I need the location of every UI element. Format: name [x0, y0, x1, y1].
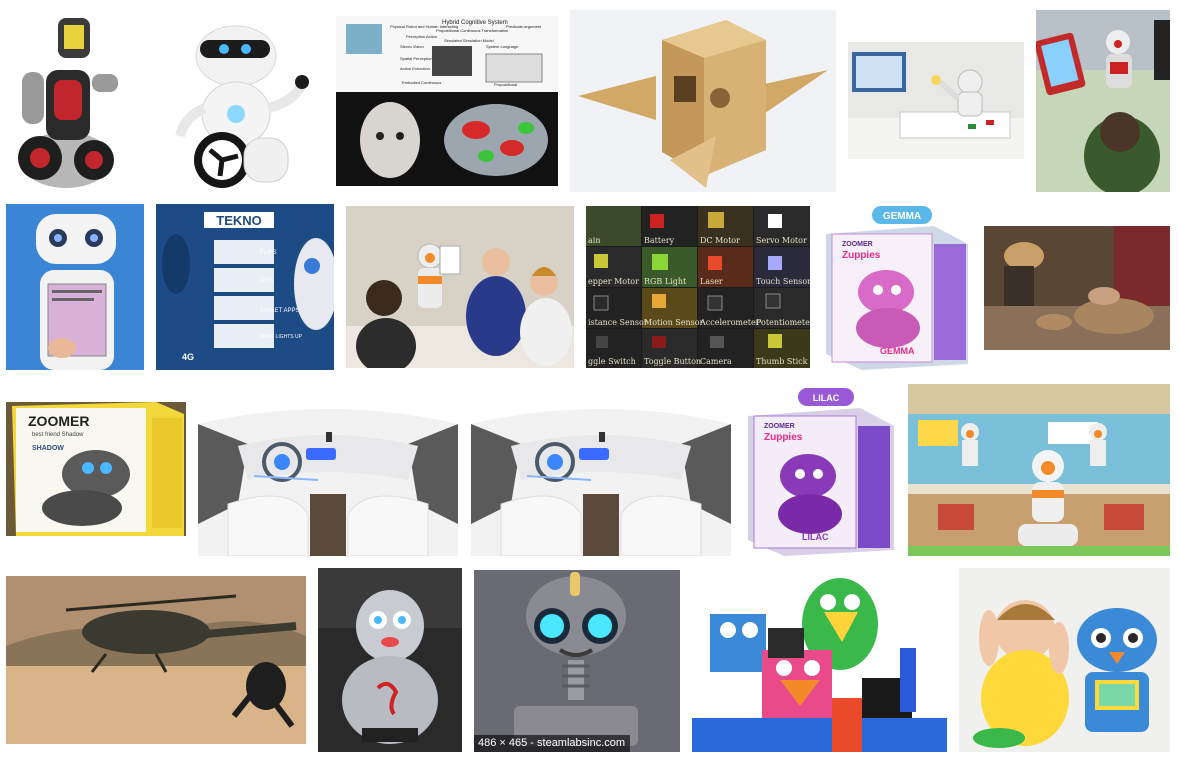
silver-robot-image	[318, 568, 462, 752]
shadow-name: SHADOW	[32, 445, 64, 452]
zoomer-brand: ZOOMER	[28, 413, 89, 429]
paper-bird-robots-image	[692, 568, 947, 752]
image-result-car-interior-2[interactable]	[471, 384, 731, 556]
image-result-nao-tablet-kid[interactable]	[1036, 10, 1170, 192]
sensor-label: Laser	[700, 277, 723, 286]
image-result-paper-bird-robots[interactable]	[692, 568, 947, 752]
image-result-tablet-face-robot[interactable]	[6, 204, 144, 370]
car-interior-2-image	[471, 384, 731, 556]
sensor-label: Servo Motor	[756, 236, 807, 245]
sensor-label: Battery	[644, 236, 675, 245]
nao-children-classroom-image	[346, 206, 574, 368]
image-result-hybrid-cognitive-system[interactable]: Hybrid Cognitive System Physical Robot a…	[336, 16, 558, 186]
tekno-feature: BONE LIGHTS UP	[260, 334, 303, 340]
diagram-label: Propositional	[494, 82, 517, 87]
image-result-steamlabs-robot[interactable]: 486 × 465 - steamlabsinc.com	[474, 570, 680, 752]
tekno-feature: SITS	[260, 278, 273, 284]
lilac-name: LILAC	[802, 532, 829, 542]
sensor-label: Motion Sensor	[644, 318, 704, 327]
image-result-red-robot-segway[interactable]	[6, 10, 136, 192]
hybrid-cognitive-system-image: Hybrid Cognitive System Physical Robot a…	[336, 16, 558, 186]
diagram-label: Perception Action	[406, 34, 437, 39]
sensor-label: Accelerometer	[699, 318, 760, 327]
image-result-nao-children-classroom[interactable]	[346, 206, 574, 368]
diagram-label: Action Execution	[400, 66, 430, 71]
lilac-zuppies-image: LILAC ZOOMER Zuppies LILAC	[744, 384, 896, 556]
image-result-nao-robots-classroom[interactable]	[908, 384, 1170, 556]
white-robot-wheel-image	[148, 10, 324, 192]
lilac-tag: LILAC	[813, 393, 840, 403]
image-result-zoomer-shadow[interactable]: ZOOMER best friend Shadow SHADOW	[6, 402, 186, 536]
image-result-helicopter-runner[interactable]	[6, 576, 306, 744]
nao-robots-classroom-image	[908, 384, 1170, 556]
zoomer-brand: ZOOMER	[842, 241, 873, 248]
zoomer-brand: ZOOMER	[764, 423, 795, 430]
red-robot-segway-image	[6, 10, 136, 192]
image-result-white-robot-wheel[interactable]	[148, 10, 324, 192]
image-result-boy-toy-robot[interactable]	[959, 568, 1170, 752]
tekno-brand: TEKNO	[216, 213, 262, 228]
sensor-label: Touch Sensor	[756, 277, 810, 286]
tekno-feature: TABLET APPS	[260, 308, 299, 314]
sensor-label: ggle Switch	[588, 357, 636, 366]
image-result-sensor-grid[interactable]: ain Battery DC Motor Servo Motor epper M…	[586, 206, 810, 368]
sensor-label: Toggle Button	[644, 357, 701, 366]
zuppies-line: Zuppies	[764, 432, 803, 443]
tablet-face-robot-image	[6, 204, 144, 370]
image-result-tekno-box[interactable]: TEKNO FLIPS SITS TABLET APPS BONE LIGHTS…	[156, 204, 334, 370]
sensor-label: Camera	[700, 357, 732, 366]
tekno-box-image: TEKNO FLIPS SITS TABLET APPS BONE LIGHTS…	[156, 204, 334, 370]
sensor-label: epper Motor	[588, 277, 639, 286]
sensor-label: Potentiometer	[756, 318, 810, 327]
shadow-line: best friend Shadow	[32, 432, 84, 438]
diagram-label: Simulated Simulation Model	[444, 38, 494, 43]
image-result-gemma-zuppies[interactable]: GEMMA ZOOMER Zuppies GEMMA	[822, 204, 972, 370]
sensor-grid-image: ain Battery DC Motor Servo Motor epper M…	[586, 206, 810, 368]
image-result-lilac-zuppies[interactable]: LILAC ZOOMER Zuppies LILAC	[744, 384, 896, 556]
sensor-label: ain	[588, 236, 600, 245]
sensor-label: RGB Light	[644, 277, 687, 286]
sensor-label: Thumb Stick	[756, 357, 808, 366]
wooden-box-robot-image	[570, 10, 836, 192]
tekno-feature: FLIPS	[260, 250, 277, 256]
diagram-label: Spatial Perception	[400, 56, 432, 61]
zoomer-shadow-image: ZOOMER best friend Shadow SHADOW	[6, 402, 186, 536]
sensor-label: DC Motor	[700, 236, 740, 245]
gemma-zuppies-image: GEMMA ZOOMER Zuppies GEMMA	[822, 204, 972, 370]
image-result-wooden-box-robot[interactable]	[570, 10, 836, 192]
diagram-label: Predicate-argument	[506, 24, 542, 29]
image-result-hands-workshop[interactable]	[984, 226, 1170, 350]
hands-workshop-image	[984, 226, 1170, 350]
diagram-label: System Language	[486, 44, 519, 49]
tekno-4g-label: 4G	[182, 352, 194, 362]
diagram-label: Stereo Vision	[400, 44, 424, 49]
diagram-title: Hybrid Cognitive System	[442, 20, 508, 26]
diagram-label: Propositional Continuous Transformation	[436, 28, 508, 33]
image-result-car-interior-1[interactable]	[198, 384, 458, 556]
diagram-label: Embodied Continuous	[402, 80, 441, 85]
nao-tablet-kid-image	[1036, 10, 1170, 192]
nao-robot-office-image	[848, 42, 1024, 159]
car-interior-1-image	[198, 384, 458, 556]
gemma-name: GEMMA	[880, 346, 915, 356]
steamlabs-robot-image	[474, 570, 680, 752]
zuppies-line: Zuppies	[842, 250, 881, 261]
diagram-label: Physical Robot and Human Interacting	[390, 24, 458, 29]
sensor-label: istance Sensor	[588, 318, 648, 327]
image-caption: 486 × 465 - steamlabsinc.com	[474, 735, 631, 752]
helicopter-runner-image	[6, 576, 306, 744]
boy-toy-robot-image	[959, 568, 1170, 752]
image-result-silver-robot[interactable]	[318, 568, 462, 752]
image-result-nao-robot-office[interactable]	[848, 42, 1024, 159]
gemma-tag: GEMMA	[883, 211, 921, 222]
